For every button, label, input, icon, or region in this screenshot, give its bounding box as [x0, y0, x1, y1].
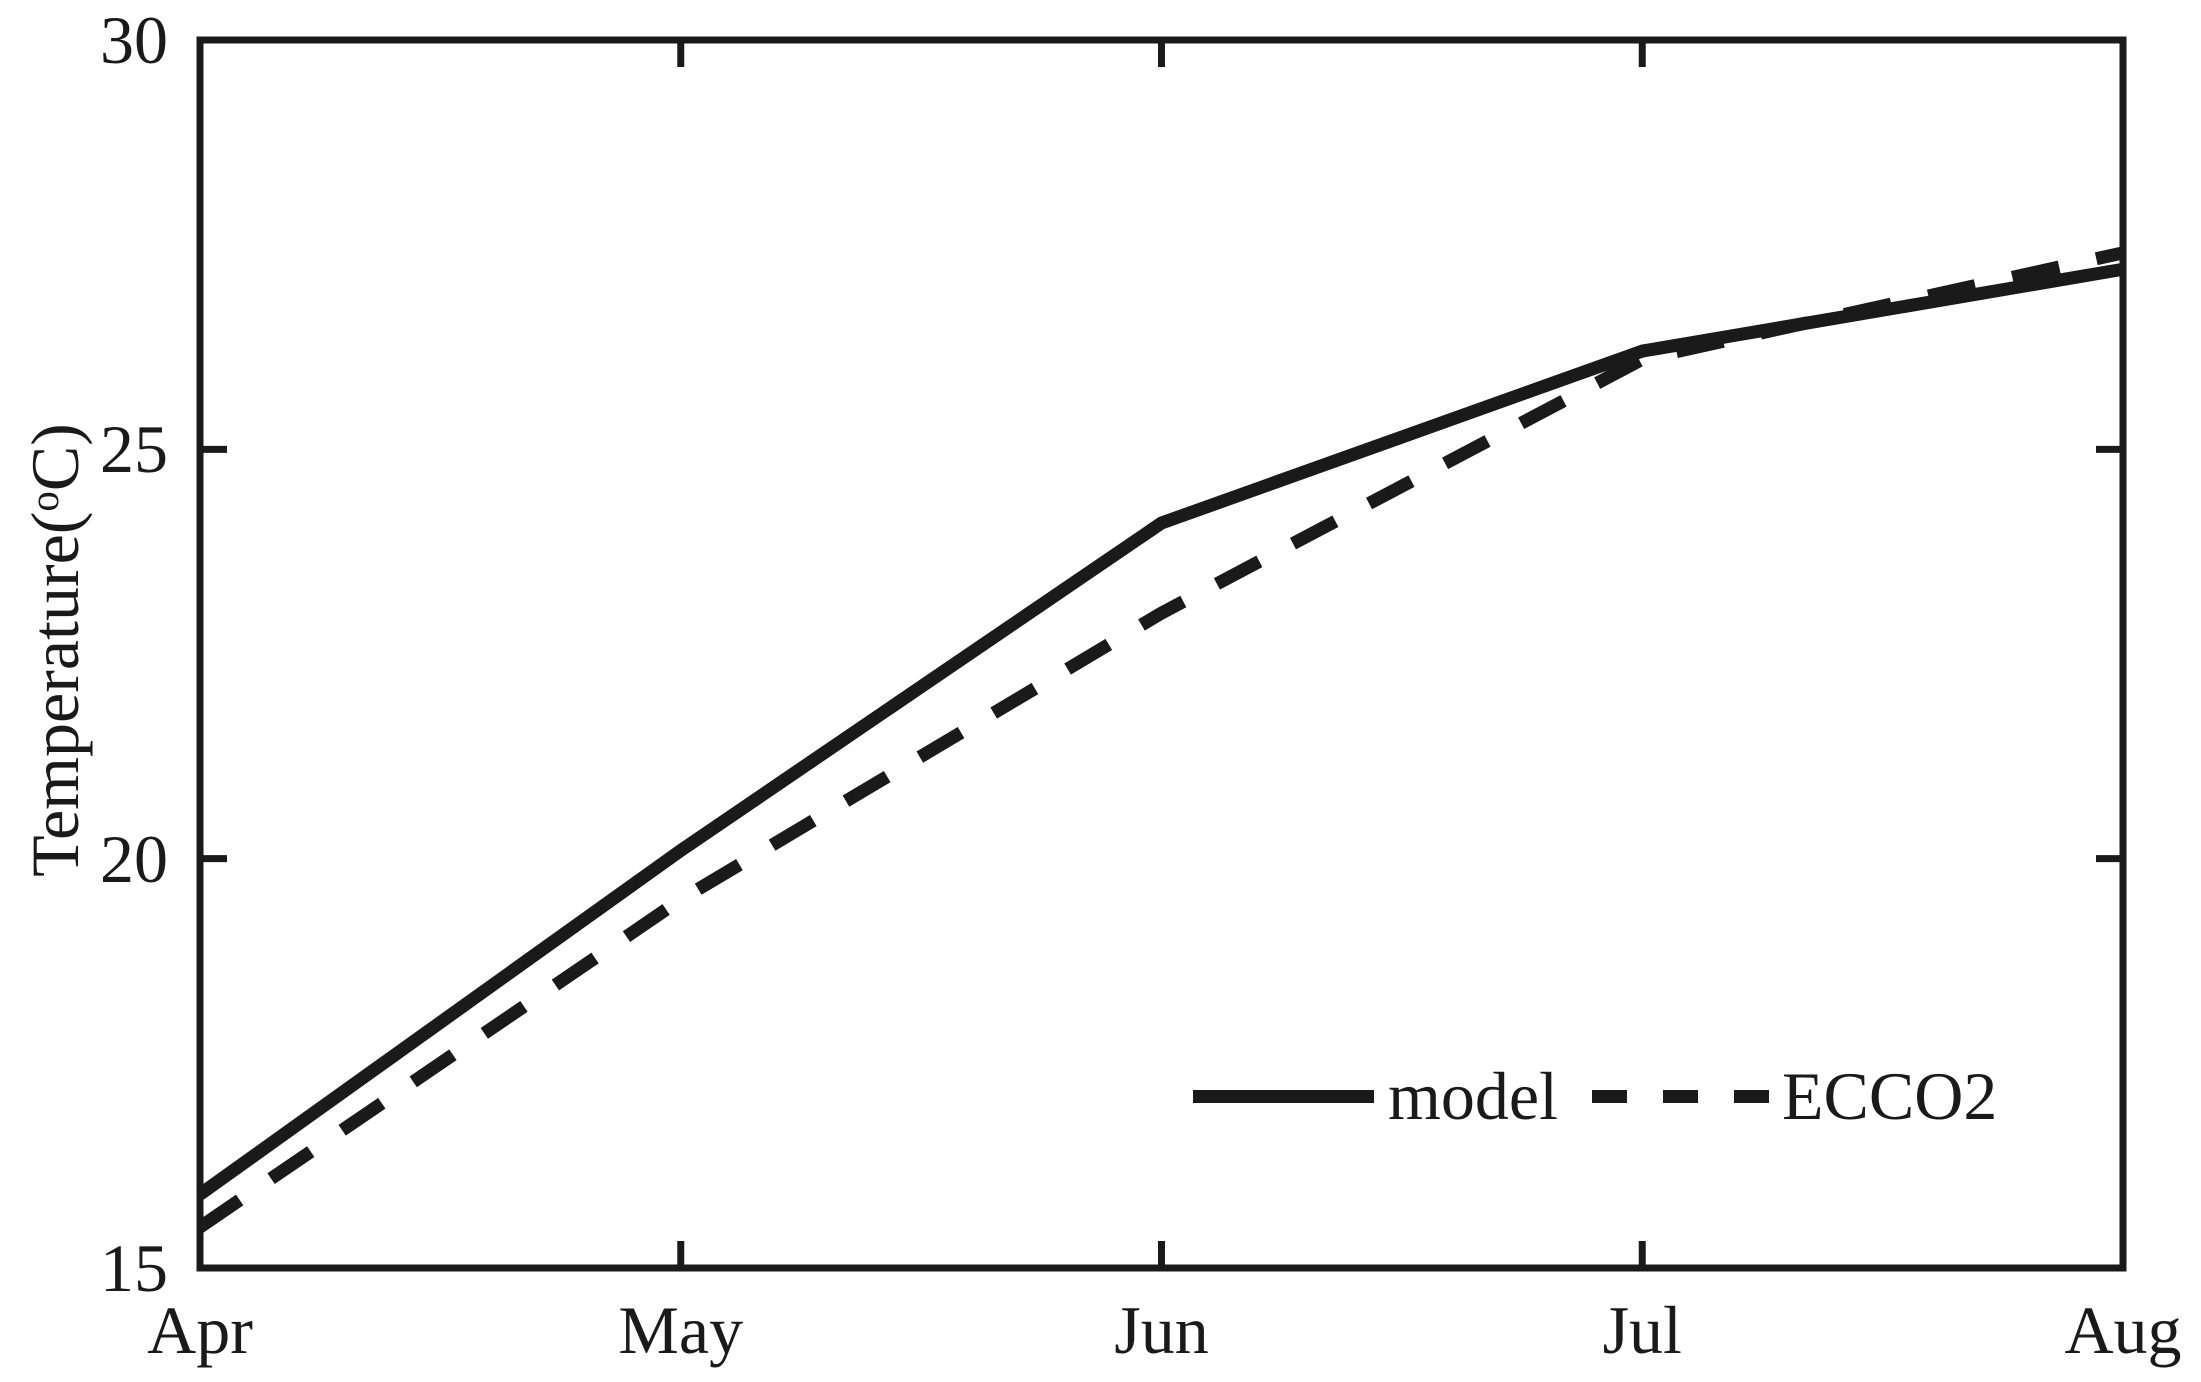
- y-tick-label: 20: [100, 820, 168, 897]
- series-line-ecco2: [196, 246, 2125, 1233]
- y-tick-label: 15: [100, 1230, 168, 1306]
- legend-solid-line-swatch: [1193, 1089, 1374, 1103]
- x-tick-label: Jun: [1114, 1292, 1209, 1368]
- x-tick-label: May: [618, 1292, 744, 1368]
- y-axis-title-text: Temperature(: [17, 511, 93, 877]
- legend-dashed-line-swatch: [1591, 1089, 1769, 1103]
- legend-label-model: model: [1388, 1058, 1558, 1134]
- x-tick-label: Apr: [147, 1292, 253, 1368]
- x-tick-label: Aug: [2064, 1292, 2182, 1368]
- legend: model ECCO2: [1193, 1058, 1997, 1134]
- degree-symbol: o: [21, 491, 67, 512]
- legend-label-ecco2: ECCO2: [1781, 1058, 1998, 1134]
- x-tick-label: Jul: [1602, 1292, 1682, 1368]
- series-line-model: [196, 262, 2125, 1200]
- y-tick-label: 25: [100, 411, 168, 488]
- y-tick-label: 30: [100, 2, 168, 78]
- y-axis-title: Temperature(oC): [17, 423, 93, 877]
- axes-box: [196, 36, 2127, 1272]
